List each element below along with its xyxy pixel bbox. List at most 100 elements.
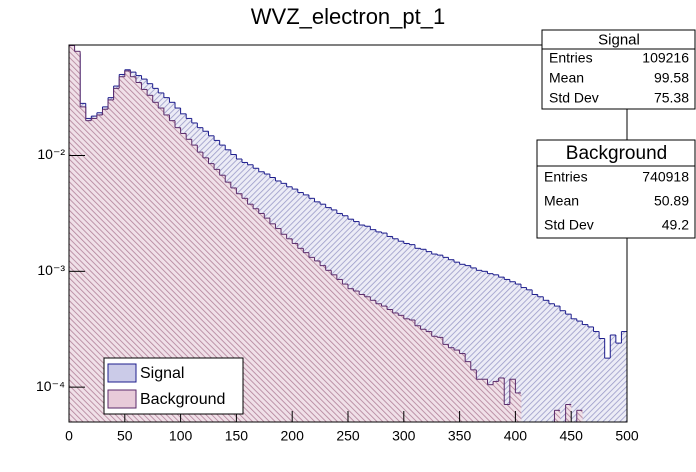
- bar: [85, 120, 92, 422]
- x-tick-label: 500: [615, 428, 639, 444]
- bar: [113, 88, 120, 422]
- stats-value: 50.89: [654, 193, 689, 209]
- bar: [454, 262, 460, 422]
- bar: [504, 279, 511, 422]
- bar: [124, 70, 131, 423]
- bar: [208, 163, 215, 422]
- x-tick-label: 300: [392, 428, 416, 444]
- bar: [96, 114, 103, 422]
- x-tick-label: 150: [225, 428, 249, 444]
- y-tick-label: 10⁻³: [37, 262, 65, 278]
- bar: [253, 208, 260, 422]
- y-tick-label: 10⁻²: [37, 146, 65, 162]
- stats-value: 109216: [642, 50, 689, 66]
- bar: [515, 392, 522, 422]
- bar: [442, 344, 449, 422]
- bar: [426, 331, 432, 422]
- bar: [370, 300, 377, 422]
- bar: [175, 127, 181, 422]
- stats-value: 740918: [642, 169, 689, 185]
- stats-box: [541, 29, 696, 110]
- x-tick-label: 200: [281, 428, 305, 444]
- chart-title: WVZ_electron_pt_1: [251, 4, 445, 29]
- bar: [414, 325, 421, 422]
- bar: [247, 204, 254, 422]
- bar: [392, 312, 399, 422]
- bar: [481, 379, 488, 422]
- bar: [554, 306, 561, 422]
- stats-value: 49.2: [662, 217, 689, 233]
- bar: [135, 82, 142, 423]
- bar: [230, 187, 237, 422]
- bar: [91, 118, 98, 422]
- bar: [214, 169, 220, 422]
- bar: [108, 99, 114, 422]
- bar: [331, 274, 338, 422]
- bar: [141, 89, 148, 422]
- x-tick-label: 0: [65, 428, 73, 444]
- bar: [442, 257, 449, 422]
- bar: [303, 252, 310, 422]
- stats-title: Background: [566, 143, 667, 164]
- bar: [275, 228, 282, 422]
- legend-label: Background: [140, 391, 225, 408]
- bar: [543, 300, 550, 422]
- bar: [364, 296, 371, 422]
- bar: [465, 361, 472, 422]
- bar: [448, 347, 455, 422]
- bar: [509, 281, 516, 422]
- bar: [515, 284, 522, 422]
- bar: [604, 358, 611, 422]
- bar: [498, 277, 505, 422]
- bar: [297, 248, 304, 422]
- bar: [498, 377, 505, 422]
- bar: [258, 213, 265, 422]
- bar: [152, 102, 159, 422]
- bar: [431, 336, 438, 422]
- bar: [80, 106, 87, 422]
- bar: [342, 284, 349, 422]
- bar: [437, 337, 444, 422]
- bar: [353, 291, 360, 422]
- stats-value: 75.38: [654, 90, 689, 106]
- bar: [336, 279, 343, 422]
- bar: [487, 273, 494, 422]
- bar: [587, 326, 594, 422]
- bar: [532, 294, 539, 422]
- bar: [202, 157, 209, 423]
- bar: [314, 260, 321, 422]
- bar: [548, 303, 555, 422]
- bar: [481, 271, 488, 422]
- bar: [269, 223, 276, 422]
- stats-label: Mean: [544, 193, 579, 209]
- bar: [526, 289, 533, 422]
- bar: [615, 343, 622, 422]
- stats-title: Signal: [598, 31, 640, 48]
- legend-swatch: [107, 363, 137, 383]
- bar: [520, 287, 527, 422]
- bar: [236, 193, 243, 422]
- bar: [560, 310, 566, 422]
- bar: [571, 318, 578, 422]
- stats-box: [536, 139, 696, 239]
- x-tick-label: 350: [448, 428, 472, 444]
- stats-label: Entries: [544, 169, 588, 185]
- bar: [493, 381, 499, 422]
- x-tick-label: 450: [560, 428, 584, 444]
- bar: [593, 331, 600, 422]
- x-tick-label: 100: [169, 428, 193, 444]
- bar: [465, 265, 472, 422]
- bar: [169, 120, 176, 422]
- bar: [504, 404, 511, 422]
- bar: [537, 296, 544, 422]
- bar: [281, 234, 287, 422]
- bar: [74, 51, 81, 422]
- bar: [476, 379, 483, 422]
- bar: [582, 324, 589, 422]
- legend-swatch: [107, 389, 137, 409]
- legend-label: Signal: [140, 365, 184, 382]
- bar: [576, 321, 583, 422]
- bar: [286, 238, 293, 422]
- bar: [381, 306, 388, 422]
